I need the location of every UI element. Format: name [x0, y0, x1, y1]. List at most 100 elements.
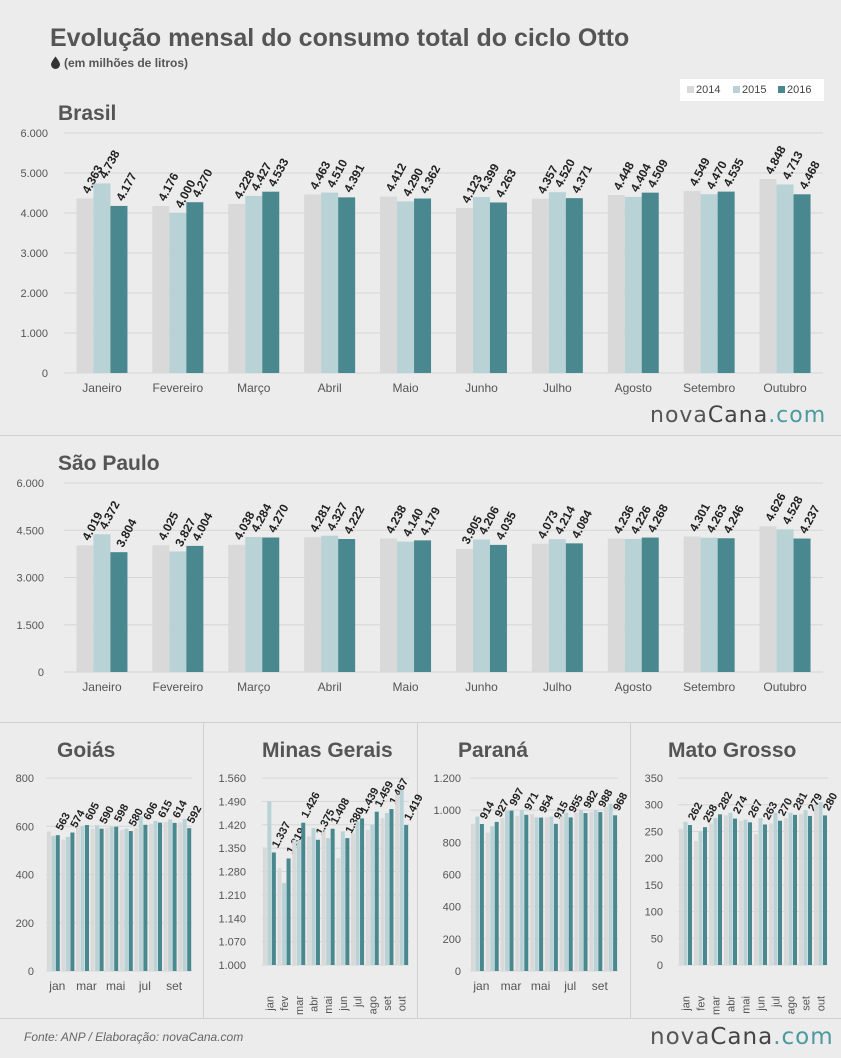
y-tick-label: 0 [455, 966, 461, 978]
bar-2014 [455, 208, 473, 373]
bar-2014 [76, 545, 94, 672]
bar-2015 [168, 819, 173, 971]
bar-2014 [76, 827, 80, 971]
bar-2016 [733, 818, 737, 965]
y-tick-label: 350 [645, 773, 663, 785]
data-label: 4.177 [113, 170, 140, 203]
y-tick-label: 600 [443, 870, 461, 882]
bar-2014 [604, 806, 609, 971]
footer-logo: novaCana.com [650, 1024, 834, 1050]
subtitle-text: (em milhões de litros) [64, 56, 189, 70]
bar-2015 [397, 201, 415, 373]
droplet-icon [51, 56, 60, 69]
logo-part: .com [773, 1024, 834, 1050]
bar-2016 [641, 537, 659, 672]
bar-2016 [641, 192, 659, 373]
bar-2015 [743, 819, 748, 965]
bar-2016 [338, 539, 356, 672]
bar-2015 [773, 812, 778, 965]
x-tick-label: mai [106, 979, 125, 993]
bar-2016 [330, 828, 335, 965]
bar-2016 [808, 815, 812, 965]
bar-2015 [698, 831, 703, 965]
bar-2015 [776, 184, 794, 373]
bar-2016 [583, 813, 588, 971]
x-tick-label: jul [563, 979, 576, 993]
bar-2015 [296, 840, 301, 965]
y-tick-label: 3.000 [16, 573, 44, 585]
bar-2014 [769, 823, 773, 965]
y-tick-label: 150 [645, 880, 663, 892]
legend-label: 2014 [696, 84, 721, 96]
bar-2015 [700, 537, 718, 672]
bar-2014 [149, 823, 153, 971]
bar-2014 [544, 817, 549, 971]
x-tick-label: set [166, 979, 183, 993]
y-tick-label: 3.000 [20, 248, 48, 260]
bar-2014 [336, 858, 341, 965]
bar-2016 [345, 838, 350, 965]
data-label: 1.419 [402, 793, 426, 823]
bar-2016 [568, 817, 573, 971]
bar-2014 [304, 537, 322, 672]
bar-2016 [172, 822, 177, 971]
bar-2016 [110, 205, 128, 373]
bar-2014 [531, 198, 549, 373]
bar-2016 [793, 538, 811, 672]
bar-2014 [694, 841, 698, 965]
y-tick-label: 200 [645, 853, 663, 865]
bar-2014 [152, 545, 170, 672]
y-tick-label: 1.350 [218, 843, 246, 855]
x-tick-label: mai [741, 996, 753, 1014]
x-tick-label: Maio [393, 381, 419, 395]
x-tick-label: ago [367, 996, 379, 1014]
bar-2014 [351, 833, 356, 965]
bar-2014 [814, 804, 818, 965]
y-tick-label: 0 [28, 966, 34, 978]
chart-title: Goiás [57, 739, 115, 762]
bar-2016 [479, 823, 484, 971]
bar-2015 [683, 821, 688, 965]
bar-2014 [759, 526, 777, 672]
bar-2014 [709, 823, 713, 965]
bar-2015 [472, 197, 490, 373]
bar-2015 [169, 213, 187, 373]
bar-2014 [683, 191, 701, 373]
bar-2016 [703, 827, 707, 965]
bar-2016 [389, 809, 394, 965]
bar-2015 [282, 883, 287, 965]
x-tick-label: Outubro [763, 680, 807, 694]
x-tick-label: Junho [465, 381, 498, 395]
bar-2014 [152, 205, 170, 373]
x-tick-label: set [592, 979, 609, 993]
bar-2015 [65, 836, 70, 971]
bar-2016 [262, 537, 280, 672]
data-label: 615 [156, 798, 175, 820]
legend-item-2014: 2014 [687, 84, 720, 96]
bar-2015 [267, 801, 272, 965]
bar-2015 [564, 812, 569, 971]
y-tick-label: 600 [16, 821, 34, 833]
bar-2016 [524, 814, 529, 971]
bar-2015 [245, 195, 263, 373]
bar-2015 [153, 820, 158, 971]
bar-2014 [292, 839, 297, 965]
legend-item-2016: 2016 [778, 84, 811, 96]
bar-2014 [515, 815, 520, 971]
bar-2016 [494, 821, 499, 971]
y-tick-label: 0 [42, 368, 48, 380]
bar-2016 [99, 828, 104, 971]
bar-2016 [763, 824, 767, 965]
data-label: 1.426 [299, 790, 323, 820]
bar-2015 [608, 803, 613, 971]
bar-2016 [110, 552, 128, 672]
x-tick-label: Março [237, 381, 271, 395]
bar-2015 [109, 826, 114, 971]
bar-2016 [374, 811, 379, 965]
bar-2016 [55, 835, 60, 971]
bar-2014 [304, 194, 322, 373]
x-tick-label: mar [76, 979, 97, 993]
bar-2015 [534, 817, 539, 971]
bar-2014 [306, 836, 311, 965]
bar-2015 [776, 529, 794, 672]
